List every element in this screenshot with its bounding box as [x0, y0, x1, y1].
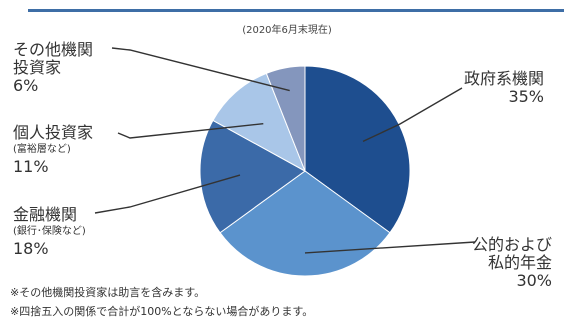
label-other-percent: 6% [13, 76, 39, 95]
top-rule-bar [28, 9, 564, 12]
label-pension-line2: 私的年金 [487, 253, 552, 272]
pie-slice-individual [212, 72, 306, 173]
label-government-percent: 35% [508, 87, 544, 106]
label-other-line1: その他機関 [13, 40, 94, 59]
label-individual-name: 個人投資家 [13, 123, 94, 142]
footnote-1: ※その他機関投資家は助言を含みます。 [10, 286, 206, 299]
top-rule [28, 9, 564, 12]
label-pension-line1: 公的および [471, 235, 552, 254]
leader-line-pension [304, 241, 476, 254]
pie-slice-financial [199, 119, 306, 234]
leader-line-other [111, 47, 290, 92]
label-pension: 公的および 私的年金 30% [440, 236, 552, 290]
label-individual: 個人投資家 (富裕層など) 11% [13, 124, 93, 176]
pie-slice-other [265, 65, 306, 172]
label-government-name: 政府系機関 [463, 69, 544, 88]
label-individual-sub: (富裕層など) [13, 144, 71, 155]
label-individual-percent: 11% [13, 157, 49, 176]
label-financial-sub: (銀行･保険など) [13, 226, 86, 237]
label-other-line2: 投資家 [13, 58, 62, 77]
label-pension-percent: 30% [516, 271, 552, 290]
leader-line-financial [94, 174, 241, 214]
label-financial-name: 金融機関 [13, 205, 78, 224]
label-government: 政府系機関 35% [440, 70, 544, 106]
label-financial-percent: 18% [13, 239, 49, 258]
label-other: その他機関 投資家 6% [13, 41, 93, 95]
pie-slice-gov [304, 65, 411, 234]
leader-line-gov [362, 87, 463, 143]
footnote-2: ※四捨五入の関係で合計が100%とならない場合があります。 [10, 305, 314, 318]
label-financial: 金融機関 (銀行･保険など) 18% [13, 206, 86, 258]
as-of-date: (2020年6月末現在) [242, 25, 332, 36]
leader-line-individual [117, 123, 264, 139]
